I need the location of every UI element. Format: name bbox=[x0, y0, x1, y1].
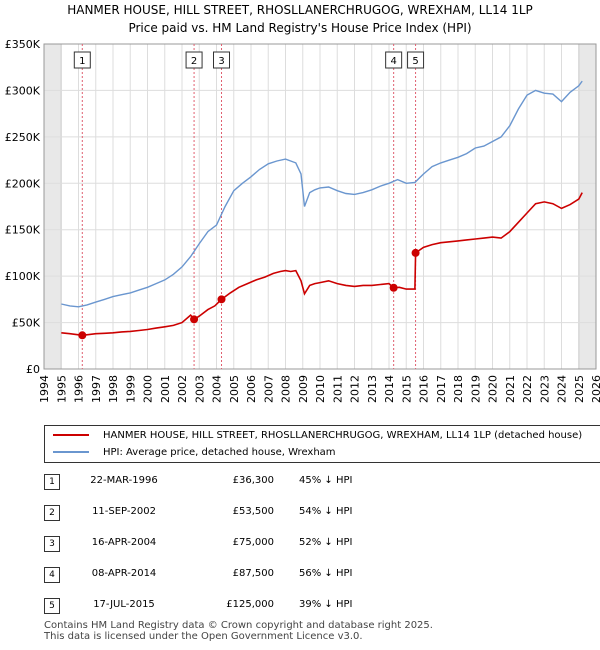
x-tick-label: 2020 bbox=[487, 375, 500, 403]
x-tick-label: 2018 bbox=[452, 375, 465, 403]
x-tick-label: 2007 bbox=[262, 375, 275, 403]
transaction-hpi: 45% ↓ HPI bbox=[299, 475, 353, 486]
x-tick-label: 2009 bbox=[297, 375, 310, 403]
y-tick-label: £150K bbox=[5, 224, 41, 237]
price-series-line bbox=[61, 192, 583, 337]
sale-marker-box bbox=[73, 51, 91, 69]
x-tick-label: 2002 bbox=[176, 375, 189, 403]
transaction-number: 2 bbox=[44, 505, 60, 521]
transaction-row: 5 17-JUL-2015 £125,000 39% ↓ HPI bbox=[44, 596, 584, 618]
x-tick-label: 1999 bbox=[124, 375, 137, 403]
hpi-series-line bbox=[61, 80, 583, 308]
x-tick-label: 2025 bbox=[573, 375, 586, 403]
sale-marker-box bbox=[385, 51, 403, 69]
legend-swatch-price bbox=[53, 434, 89, 436]
y-tick-label: £300K bbox=[5, 84, 41, 97]
sale-marker-label: 4 bbox=[390, 56, 396, 67]
y-tick-label: £100K bbox=[5, 270, 41, 283]
legend-item-hpi: HPI: Average price, detached house, Wrex… bbox=[53, 445, 336, 461]
sale-marker-box bbox=[185, 51, 203, 69]
x-tick-label: 2003 bbox=[193, 375, 206, 403]
transaction-price: £53,500 bbox=[232, 506, 274, 517]
x-tick-label: 2019 bbox=[469, 375, 482, 403]
x-tick-label: 2000 bbox=[142, 375, 155, 403]
x-tick-label: 2026 bbox=[590, 375, 600, 403]
sale-point bbox=[190, 315, 199, 324]
footer-copyright: Contains HM Land Registry data © Crown c… bbox=[44, 620, 433, 631]
transaction-date: 08-APR-2014 bbox=[91, 568, 157, 579]
sale-point bbox=[217, 295, 226, 304]
sale-point bbox=[411, 248, 420, 257]
x-tick-label: 1995 bbox=[55, 375, 68, 403]
x-tick-label: 2006 bbox=[245, 375, 258, 403]
sale-marker-label: 3 bbox=[218, 56, 224, 67]
x-tick-label: 2016 bbox=[418, 375, 431, 403]
x-tick-label: 2022 bbox=[521, 375, 534, 403]
sale-point bbox=[78, 331, 87, 340]
y-tick-label: £250K bbox=[5, 131, 41, 144]
footer: Contains HM Land Registry data © Crown c… bbox=[44, 620, 433, 642]
transaction-date: 22-MAR-1996 bbox=[90, 475, 158, 486]
x-tick-label: 2023 bbox=[538, 375, 551, 403]
legend-label-price: HANMER HOUSE, HILL STREET, RHOSLLANERCHR… bbox=[103, 430, 583, 441]
x-tick-label: 2001 bbox=[159, 375, 172, 403]
x-tick-label: 2008 bbox=[280, 375, 293, 403]
transaction-date: 17-JUL-2015 bbox=[93, 599, 155, 610]
legend-label-hpi: HPI: Average price, detached house, Wrex… bbox=[103, 447, 336, 458]
transaction-price: £87,500 bbox=[232, 568, 274, 579]
transaction-row: 3 16-APR-2004 £75,000 52% ↓ HPI bbox=[44, 534, 584, 556]
legend: HANMER HOUSE, HILL STREET, RHOSLLANERCHR… bbox=[44, 425, 600, 463]
transaction-number: 3 bbox=[44, 536, 60, 552]
x-tick-label: 2004 bbox=[211, 375, 224, 403]
transaction-price: £36,300 bbox=[232, 475, 274, 486]
sale-marker-box bbox=[213, 51, 231, 69]
y-tick-label: £200K bbox=[5, 177, 41, 190]
transaction-hpi: 52% ↓ HPI bbox=[299, 537, 353, 548]
transaction-date: 16-APR-2004 bbox=[91, 537, 157, 548]
transaction-number: 5 bbox=[44, 598, 60, 614]
shaded-range bbox=[578, 44, 596, 369]
x-tick-label: 2005 bbox=[228, 375, 241, 403]
sale-marker-label: 1 bbox=[79, 56, 85, 67]
x-tick-label: 1997 bbox=[90, 375, 103, 403]
x-tick-label: 2012 bbox=[349, 375, 362, 403]
x-tick-label: 1996 bbox=[73, 375, 86, 403]
transaction-price: £125,000 bbox=[226, 599, 274, 610]
x-tick-label: 2010 bbox=[314, 375, 327, 403]
x-tick-label: 2015 bbox=[400, 375, 413, 403]
sale-marker-box bbox=[407, 51, 425, 69]
transaction-number: 1 bbox=[44, 474, 60, 490]
transaction-number: 4 bbox=[44, 567, 60, 583]
x-tick-label: 2013 bbox=[366, 375, 379, 403]
chart-subtitle: Price paid vs. HM Land Registry's House … bbox=[128, 21, 472, 35]
sale-marker-label: 5 bbox=[412, 56, 418, 67]
x-tick-label: 2021 bbox=[504, 375, 517, 403]
x-tick-label: 2017 bbox=[435, 375, 448, 403]
shaded-range bbox=[44, 44, 62, 369]
transaction-price: £75,000 bbox=[232, 537, 274, 548]
transaction-hpi: 56% ↓ HPI bbox=[299, 568, 353, 579]
footer-licence: This data is licensed under the Open Gov… bbox=[44, 631, 363, 642]
transaction-hpi: 39% ↓ HPI bbox=[299, 599, 353, 610]
transaction-row: 2 11-SEP-2002 £53,500 54% ↓ HPI bbox=[44, 503, 584, 525]
chart-title: HANMER HOUSE, HILL STREET, RHOSLLANERCHR… bbox=[67, 3, 533, 17]
price-chart: 1994 1995 1996 1997 1998 1999 2000 2001 2002 2003… bbox=[5, 38, 600, 403]
x-tick-label: 2024 bbox=[556, 375, 569, 403]
x-tick-label: 2011 bbox=[331, 375, 344, 403]
y-tick-label: £350K bbox=[5, 38, 41, 51]
transaction-row: 4 08-APR-2014 £87,500 56% ↓ HPI bbox=[44, 565, 584, 587]
transaction-date: 11-SEP-2002 bbox=[92, 506, 156, 517]
sale-marker-label: 2 bbox=[191, 56, 197, 67]
plot-border bbox=[43, 43, 597, 370]
y-tick-label: £0 bbox=[26, 363, 40, 376]
legend-item-price: HANMER HOUSE, HILL STREET, RHOSLLANERCHR… bbox=[53, 428, 582, 444]
x-tick-label: 2014 bbox=[383, 375, 396, 403]
sale-point bbox=[389, 283, 398, 292]
transaction-hpi: 54% ↓ HPI bbox=[299, 506, 353, 517]
y-tick-label: £50K bbox=[12, 317, 41, 330]
legend-swatch-hpi bbox=[53, 451, 89, 453]
x-tick-label: 1994 bbox=[38, 375, 51, 403]
x-tick-label: 1998 bbox=[107, 375, 120, 403]
transaction-row: 1 22-MAR-1996 £36,300 45% ↓ HPI bbox=[44, 472, 584, 494]
